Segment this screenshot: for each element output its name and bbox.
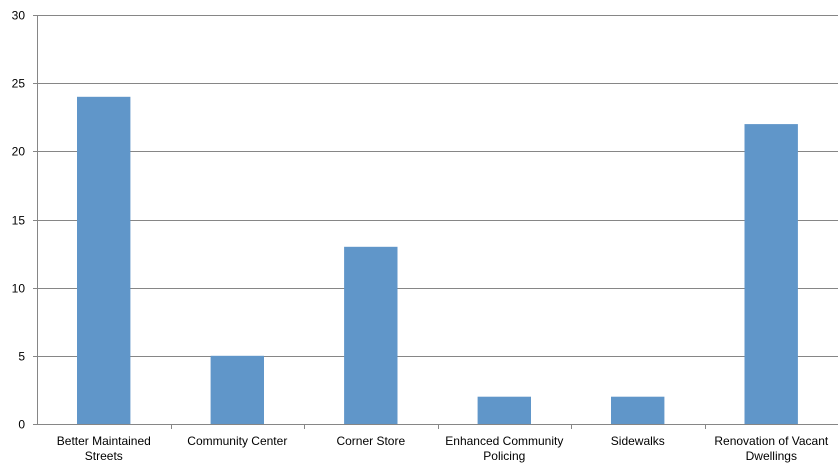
axes <box>33 15 838 429</box>
gridlines <box>37 15 838 357</box>
x-tick-label-5: Renovation of Vacant Dwellings <box>714 434 829 463</box>
bar-1 <box>210 355 264 424</box>
bar-4 <box>611 396 665 424</box>
y-tick-label-25: 25 <box>12 77 26 91</box>
x-tick-label-2: Corner Store <box>336 434 405 448</box>
bar-0 <box>77 96 131 425</box>
y-tick-label-20: 20 <box>12 145 26 159</box>
y-tick-label-10: 10 <box>12 282 26 296</box>
y-tick-label-0: 0 <box>18 418 25 432</box>
x-tick-label-4: Sidewalks <box>611 434 665 448</box>
bar-2 <box>344 246 398 424</box>
y-tick-label-5: 5 <box>18 350 25 364</box>
x-tick-label-1: Community Center <box>187 434 287 448</box>
x-tick-labels: Better Maintained Streets Community Center… <box>57 434 829 463</box>
y-tick-label-15: 15 <box>12 214 26 228</box>
x-tick-label-0: Better Maintained Streets <box>57 434 151 463</box>
x-tick-label-3: Enhanced Community Policing <box>445 434 563 463</box>
bar-5 <box>744 124 798 424</box>
y-tick-label-30: 30 <box>12 9 26 23</box>
y-tick-labels: 0 5 10 15 20 25 30 <box>12 9 26 432</box>
bars <box>77 96 798 425</box>
bar-3 <box>477 396 531 424</box>
